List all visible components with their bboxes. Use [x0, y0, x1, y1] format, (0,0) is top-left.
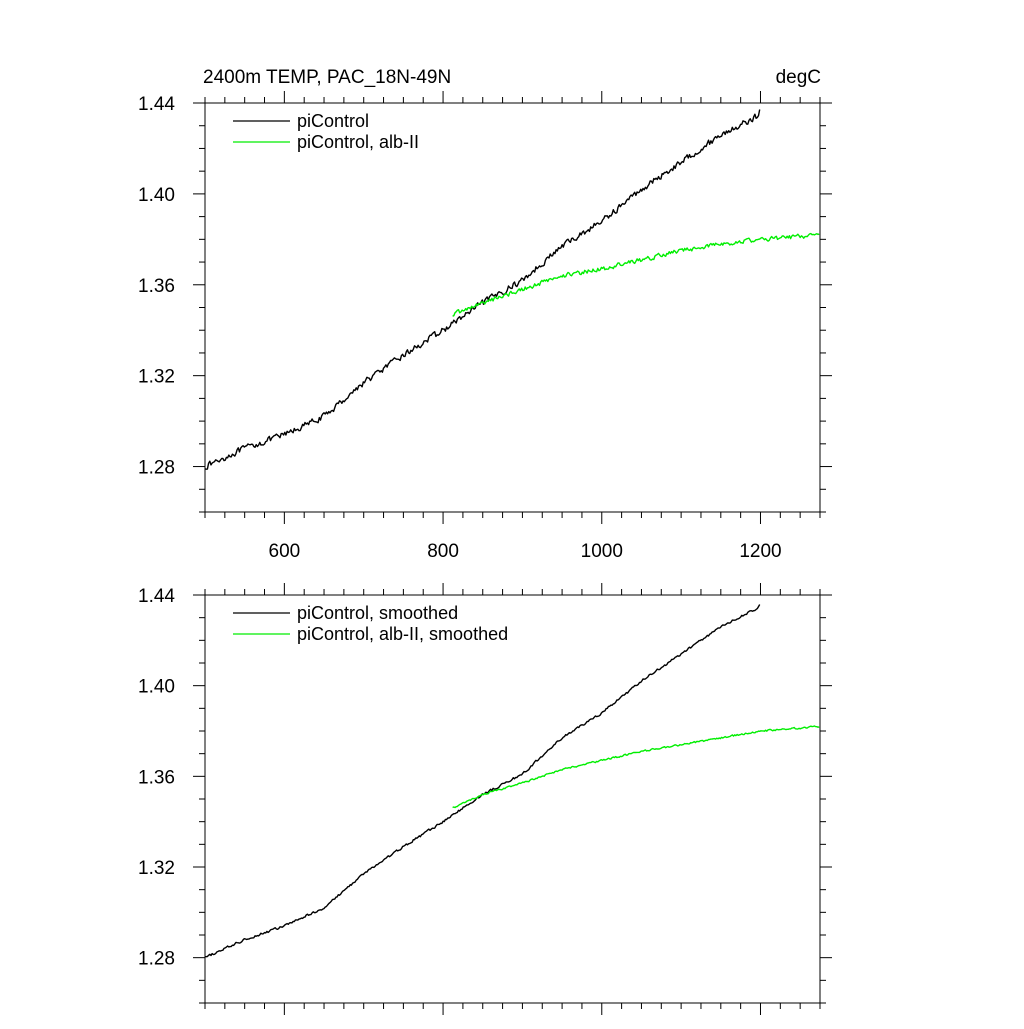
y-tick-label: 1.40: [138, 185, 175, 206]
legend-label-picontrol-alb-smoothed: piControl, alb-II, smoothed: [297, 624, 508, 644]
x-tick-label: 1000: [581, 541, 623, 562]
x-tick-label: 800: [427, 541, 459, 562]
unit-label: degC: [776, 67, 821, 88]
y-tick-label: 1.44: [138, 586, 175, 607]
legend-label-picontrol-smoothed: piControl, smoothed: [297, 603, 458, 623]
y-tick-label: 1.36: [138, 767, 175, 788]
y-tick-label: 1.28: [138, 458, 175, 479]
plot-frame: [204, 594, 821, 1004]
series-line-picontrol-alb-ii-smoothed: [452, 725, 820, 809]
y-tick-label: 1.32: [138, 367, 175, 388]
x-tick-label: 1200: [739, 541, 781, 562]
series-line-picontrol-alb-ii: [452, 232, 820, 317]
y-tick-label: 1.36: [138, 276, 175, 297]
plot-frame: [204, 102, 821, 513]
legend-label-picontrol-alb: piControl, alb-II: [297, 132, 419, 152]
series-line-picontrol-smoothed: [205, 604, 761, 958]
legend-label-picontrol: piControl: [297, 111, 369, 131]
y-tick-label: 1.44: [138, 94, 175, 115]
y-tick-label: 1.40: [138, 677, 175, 698]
y-tick-label: 1.32: [138, 858, 175, 879]
series-line-picontrol: [204, 109, 761, 470]
x-tick-label: 600: [269, 541, 301, 562]
chart-title: 2400m TEMP, PAC_18N-49N: [203, 67, 451, 88]
y-tick-label: 1.28: [138, 949, 175, 970]
